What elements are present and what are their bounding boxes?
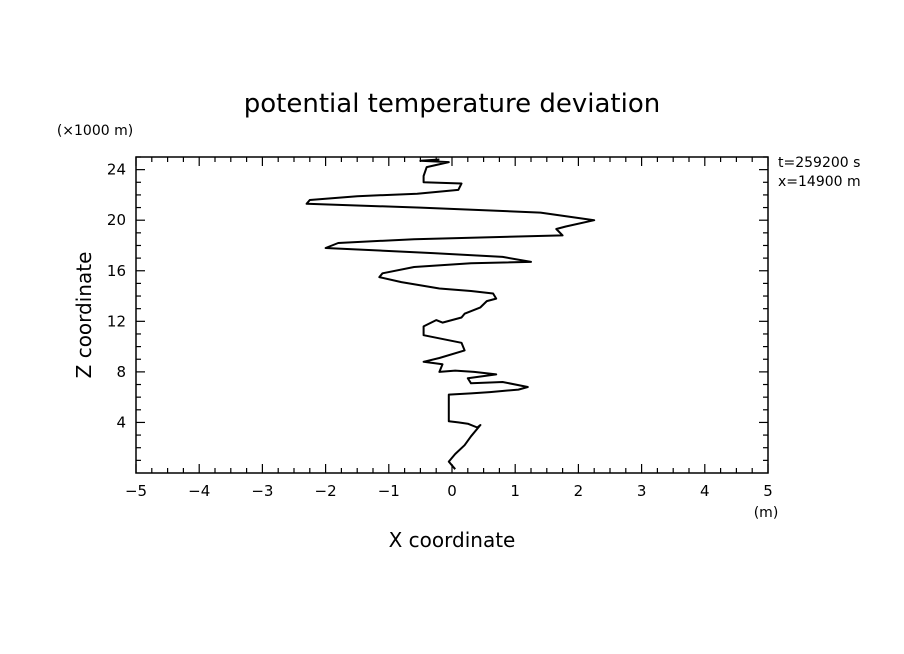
x-tick-label: 5	[763, 482, 773, 500]
annotation-position: x=14900 m	[778, 174, 861, 190]
x-tick-label: 1	[510, 482, 520, 500]
x-tick-label: −3	[251, 482, 273, 500]
annotation-time: t=259200 s	[778, 155, 860, 171]
y-unit-label: (×1000 m)	[57, 123, 133, 139]
x-axis-title: X coordinate	[389, 528, 516, 552]
x-tick-label: 2	[574, 482, 584, 500]
x-tick-label: −2	[315, 482, 337, 500]
y-tick-label: 12	[107, 312, 126, 330]
y-axis-title: Z coordinate	[72, 252, 96, 379]
axis-ticks	[135, 156, 769, 473]
x-tick-labels: −5 −4 −3 −2 −1 0 1 2 3 4 5	[125, 482, 773, 500]
y-tick-label: 20	[107, 211, 126, 229]
x-unit-label: (m)	[754, 505, 779, 521]
y-tick-label: 8	[116, 363, 126, 381]
y-tick-label: 24	[107, 161, 126, 179]
x-tick-label: −1	[378, 482, 400, 500]
x-tick-label: −4	[188, 482, 210, 500]
x-tick-label: −5	[125, 482, 147, 500]
x-tick-label: 4	[700, 482, 710, 500]
plot-frame	[135, 156, 769, 474]
y-tick-label: 16	[107, 262, 126, 280]
x-tick-label: 0	[447, 482, 457, 500]
y-tick-label: 4	[116, 413, 126, 431]
series-line	[305, 158, 596, 470]
y-tick-labels: 4 8 12 16 20 24	[107, 161, 126, 432]
chart-title: potential temperature deviation	[244, 89, 660, 119]
x-tick-label: 3	[637, 482, 647, 500]
